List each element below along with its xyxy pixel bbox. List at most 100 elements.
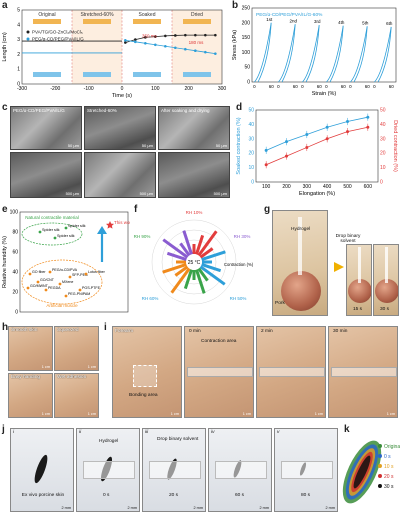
photo-30min: 30 min 1 cm [328,326,398,418]
a-annot-top: 350 ms [142,33,158,38]
e-artificial-label-1: GO/CNT [40,278,55,282]
roman-2: iii [145,430,149,435]
d-xtick-5: 600 [364,184,373,190]
pork-ball-15s [348,279,371,303]
panel-b: b 0 50 100 150 200 250 0 60 0 60 0 60 0 60 0 60 0 60 Strai… [230,0,400,100]
label-porcine-skin: Ex vivo porcine skin [21,493,65,498]
sem-scale-4: 500 μm [65,191,79,196]
caption-wet-adhesion: Wet adhesion [57,375,87,380]
b-ytick-0: 0 [247,80,250,86]
e-artificial-point-4 [58,282,62,286]
a-legend-marker-1 [26,37,30,41]
k-legend-text-1: 0 s [384,454,391,460]
pork-label: Pork [275,301,285,306]
sem-scale-6: 500 μm [213,191,227,196]
time-j-4: 80 s [301,493,311,498]
d-point-0-4 [346,120,349,124]
a-point-1-4 [164,44,167,48]
e-artificial-point-2 [48,270,52,274]
photo-2min: 2 min 1 cm [256,326,326,418]
b-xtick-1: 60 [269,84,275,89]
f-label-1: RH 30% [234,234,251,239]
sem-top-dried: After soaking and drying 50 μm [158,106,230,150]
f-bar-13 [174,265,189,277]
d-point-0-1 [285,140,288,144]
a-point-1-7 [194,49,197,52]
e-artificial-ellipse [21,259,103,305]
label-hydrogel: Hydrogel [99,439,119,444]
a-point-1-0 [124,39,127,42]
time-j-2: 20 s [169,493,179,498]
e-ytick-0: 0 [15,310,18,316]
sem-caption-stretched: Stretched-60% [87,108,117,113]
time-0min: 0 min [189,329,201,334]
d-ylabel-right: Dried contraction (%) [392,120,398,172]
sample-bottom-0 [33,72,61,77]
panel-k-chart: Original 0 s 10 s 20 s 30 s [342,440,400,504]
a-point-0-3 [154,35,157,38]
a-ytick-4: 4 [17,22,20,28]
photo-wet-adhesion: Wet adhesion 1 cm [54,373,99,418]
f-ring-2 [161,229,227,295]
pork-ball-30s [375,279,398,303]
panel-f: f RH 10% RH 30% RH 50% RH 60% RH 90% 25 °C Con… [132,204,260,318]
e-ytick-1: 20 [12,290,18,296]
panel-j-label: j [2,424,5,435]
b-cycle-unload-2 [305,25,320,83]
a-point-0-9 [214,33,217,37]
d-series-line-0 [266,116,368,151]
e-ytick-4: 80 [12,230,18,236]
e-artificial-point-3 [44,288,48,292]
sample-bottom-3 [183,72,211,77]
e-natural-point-0 [38,230,42,234]
f-label-3: RH 60% [142,296,159,301]
b-legend: PEG/α-CD/PEG/PVA/IL/G-60% [256,12,323,18]
a-point-0-7 [194,33,197,37]
sem-caption-original: PEG/α-CD/PEG/PVA/IL/G [13,108,65,113]
k-legend-text-0: Original [384,444,400,450]
b-cycle-unload-4 [353,26,368,83]
e-artificial-point-1 [36,280,40,284]
d-point-0-0 [264,148,268,152]
d-ytick-2: 20 [248,151,254,157]
scale-j-3: 2 mm [259,506,270,510]
d-xtick-1: 200 [282,184,291,190]
b-ylabel: Stress (kPa) [232,30,238,60]
arrow-icon [334,262,344,272]
sem-top-original: PEG/α-CD/PEG/PVA/IL/G 50 μm [10,106,82,150]
a-series-line-0 [125,34,216,43]
pork-photo-15s: 15 s [346,244,372,316]
scale-j-1: 2 mm [127,506,138,510]
scale-i1: 1 cm [170,412,179,416]
f-bar-9 [195,269,206,294]
b-xtick-11: 60 [389,84,395,89]
f-center: 25 °C [188,260,201,266]
f-label-2: RH 50% [230,296,247,301]
b-ytick-4: 200 [242,20,251,26]
b-ytick-3: 150 [242,35,251,41]
k-legend-marker-2 [378,464,382,468]
a-series-line-1 [125,39,216,55]
d-ytick-right-2: 20 [380,151,386,157]
scale-h3: 1 cm [41,412,50,416]
e-natural-title: Natural contractile material [25,215,79,220]
a-legend-text-1: PEG/α-CD/PEG/PVA/IL/G [32,37,84,42]
b-cycle-load-4 [350,26,368,83]
d-ytick-right-3: 30 [380,136,386,142]
sem-scale-2: 50 μm [141,143,153,148]
f-label-0: RH 10% [186,210,203,215]
k-legend-marker-3 [378,474,382,478]
d-ytick-right-4: 40 [380,122,386,128]
e-artificial-label-5: SFP-PEG [72,273,88,277]
k-legend-text-3: 20 s [384,474,394,480]
b-xlabel: Strain (%) [312,91,337,97]
panel-g: g Hydrogel Pork Drop binary solvent 15 s… [262,204,400,318]
d-point-1-3 [325,137,329,141]
sem-bottom-original: 500 μm [10,152,82,198]
b-cycle-unload-3 [329,25,344,83]
d-xtick-3: 400 [323,184,332,190]
f-bar-17 [162,238,189,259]
b-cycle-unload-0 [257,22,272,83]
b-cycle-label-5: 6th [386,21,393,26]
porcine-photo-2: iii Drop binary solvent 20 s 2 mm [142,428,206,512]
